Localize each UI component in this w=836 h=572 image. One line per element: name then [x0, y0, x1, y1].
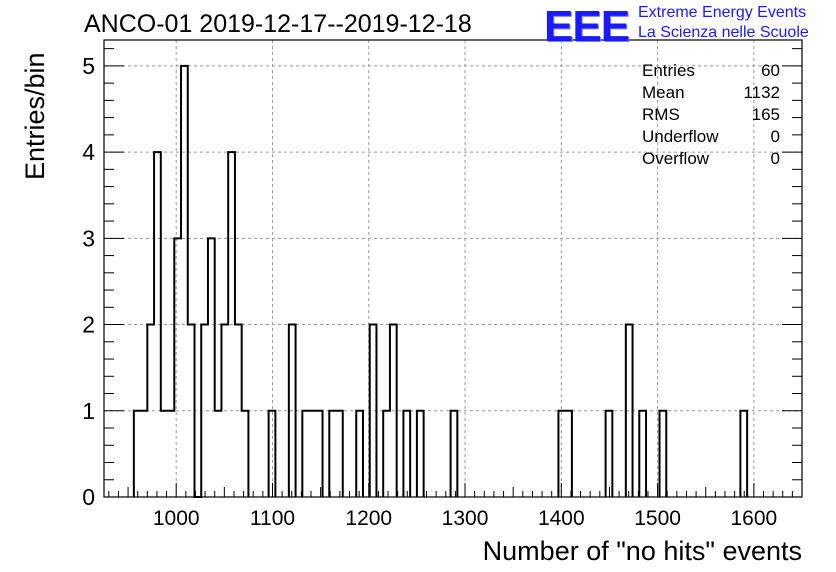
histogram-bin	[269, 411, 276, 497]
histogram-bin	[235, 325, 242, 497]
x-tick-label: 1500	[634, 507, 681, 530]
logo-line-1: Extreme Energy Events	[638, 4, 807, 21]
tick-labels: 1000 1100 1200 1300 1400 1500 1600 0 1 2 3 4 5	[82, 53, 777, 530]
stat-underflow: Underflow 0	[642, 126, 780, 148]
x-axis-label: Number of "no hits" events	[482, 536, 802, 566]
y-tick-label: 1	[82, 398, 95, 424]
histogram-bin	[383, 411, 390, 497]
histogram-bin	[174, 238, 181, 497]
x-tick-label: 1100	[250, 507, 295, 530]
stat-value: 1132	[743, 83, 780, 102]
x-tick-label: 1400	[538, 507, 585, 530]
histogram-bin	[188, 325, 195, 497]
stat-label: Underflow	[642, 127, 719, 146]
histogram-bin	[228, 152, 235, 497]
stat-value: 0	[770, 127, 780, 146]
stat-entries: Entries 60	[642, 60, 780, 82]
histogram-bin	[316, 411, 323, 497]
eee-logo: EEE	[544, 2, 630, 51]
histogram-bin	[336, 411, 343, 497]
y-tick-label: 4	[82, 139, 95, 165]
x-tick-label: 1300	[442, 507, 489, 530]
stat-value: 165	[751, 105, 780, 124]
stat-label: RMS	[642, 105, 680, 124]
histogram-bin	[356, 411, 363, 497]
histogram-bin	[417, 411, 424, 497]
histogram-bin	[606, 411, 613, 497]
histogram-bin	[181, 66, 188, 497]
histogram-bin	[370, 325, 377, 497]
histogram-bin	[161, 411, 168, 497]
histogram-outline	[132, 64, 749, 498]
stat-label: Entries	[642, 61, 695, 80]
y-tick-label: 2	[82, 312, 95, 338]
stat-value: 0	[770, 149, 780, 168]
x-tick-label: 1000	[153, 507, 200, 530]
plot-frame	[103, 39, 803, 498]
stat-label: Overflow	[642, 149, 710, 168]
histogram-bin	[215, 411, 222, 497]
histogram-bin	[309, 411, 316, 497]
stat-value: 60	[761, 61, 780, 80]
histogram-bin	[558, 411, 565, 497]
logo-line-2: La Scienza nelle Scuole	[638, 24, 809, 41]
stat-overflow: Overflow 0	[642, 148, 780, 170]
histogram-bin	[660, 411, 667, 497]
histogram-bin	[141, 411, 148, 497]
histogram-bin	[221, 325, 228, 497]
histogram-bin	[201, 325, 208, 497]
histogram-bin	[390, 325, 397, 497]
histogram-bin	[403, 411, 410, 497]
stat-mean: Mean 1132	[642, 82, 780, 104]
x-tick-label: 1200	[345, 507, 392, 530]
histogram-bin	[302, 411, 309, 497]
x-tick-label: 1600	[731, 507, 778, 530]
y-tick-label: 3	[82, 225, 95, 251]
axis-ticks	[104, 48, 803, 498]
histogram-bin	[639, 411, 646, 497]
histogram-bin	[451, 411, 458, 497]
histogram-bin	[134, 411, 141, 497]
histogram-bin	[168, 411, 175, 497]
histogram-bin	[289, 325, 296, 497]
histogram-bin	[626, 325, 633, 497]
stats-box: Entries 60 Mean 1132 RMS 165 Underflow 0…	[642, 60, 780, 170]
histogram-bin	[565, 411, 572, 497]
stat-label: Mean	[642, 83, 685, 102]
y-axis-label: Entries/bin	[20, 52, 50, 180]
histogram-bin	[208, 238, 215, 497]
histogram-bin	[154, 152, 161, 497]
y-tick-label: 5	[82, 53, 95, 79]
histogram-bin	[740, 411, 747, 497]
logo-caption: Extreme Energy Events La Scienza nelle S…	[638, 3, 809, 43]
histogram-bin	[242, 411, 249, 497]
stat-rms: RMS 165	[642, 104, 780, 126]
y-tick-label: 0	[82, 484, 95, 510]
histogram-bin	[329, 411, 336, 497]
chart-title: ANCO-01 2019-12-17--2019-12-18	[84, 10, 472, 38]
histogram-bin	[147, 325, 154, 497]
